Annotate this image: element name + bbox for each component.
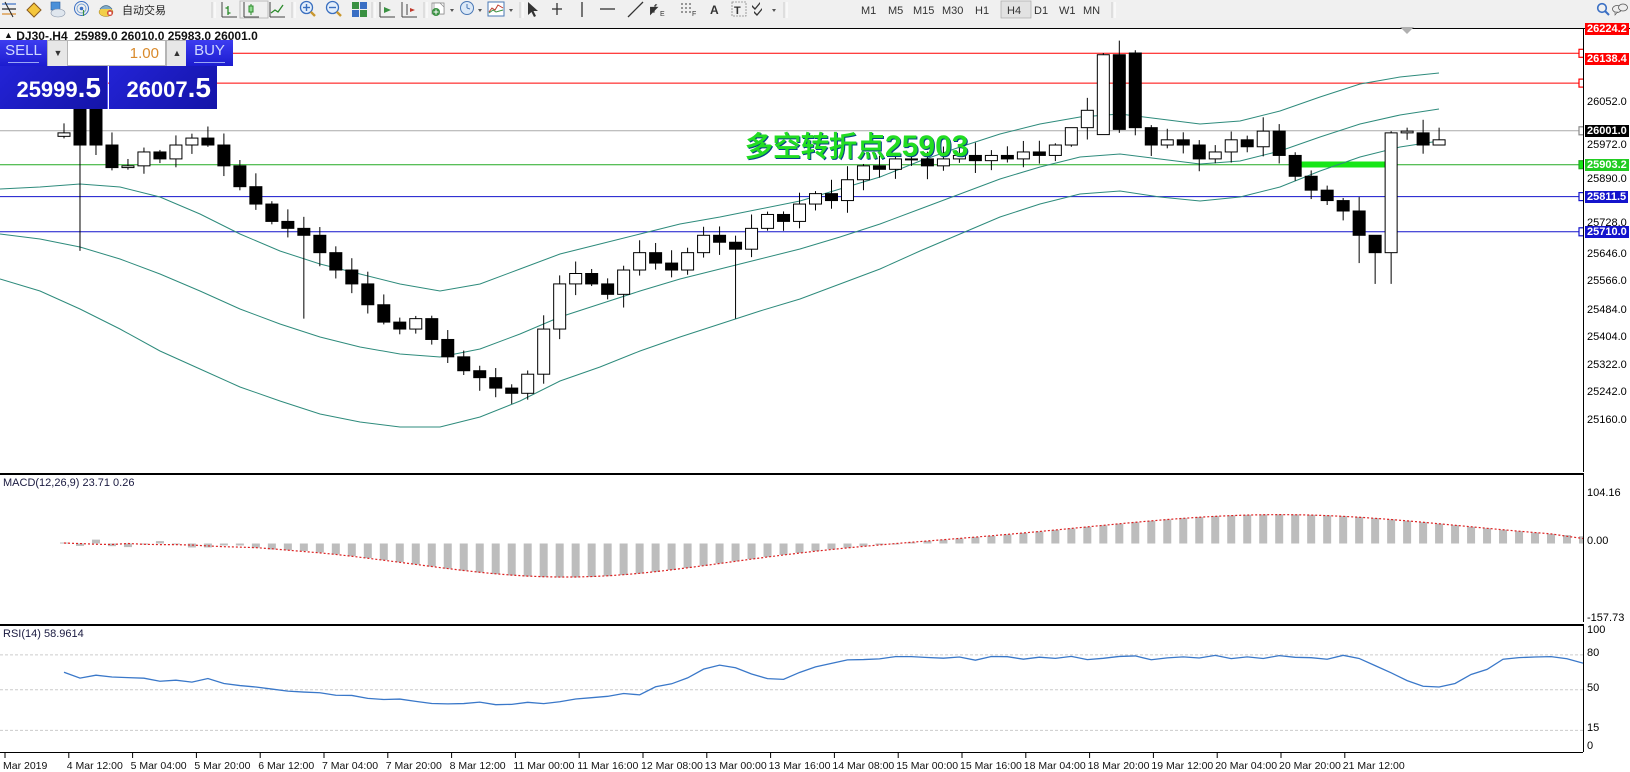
svg-text:ƒ: ƒ	[652, 3, 658, 14]
svg-text:自动交易: 自动交易	[122, 3, 166, 17]
svg-text:M5: M5	[888, 5, 903, 17]
svg-text:H1: H1	[975, 5, 989, 17]
svg-text:T: T	[734, 5, 741, 17]
svg-text:E: E	[660, 11, 665, 18]
svg-text:M15: M15	[913, 5, 934, 17]
svg-text:H4: H4	[1007, 5, 1021, 17]
svg-text:MN: MN	[1083, 5, 1100, 17]
svg-text:M30: M30	[942, 5, 963, 17]
svg-text:W1: W1	[1059, 5, 1076, 17]
svg-text:D1: D1	[1034, 5, 1048, 17]
svg-text:A: A	[710, 3, 719, 17]
svg-text:F: F	[692, 11, 696, 18]
svg-text:M1: M1	[861, 5, 876, 17]
